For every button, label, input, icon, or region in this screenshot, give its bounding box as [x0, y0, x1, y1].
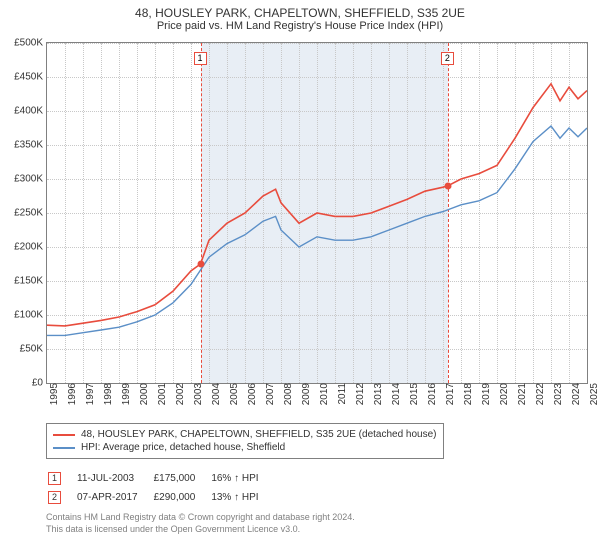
y-axis-label: £150K [14, 276, 47, 287]
plot-area: £0£50K£100K£150K£200K£250K£300K£350K£400… [46, 42, 588, 384]
x-axis-label: 1998 [101, 383, 114, 405]
y-axis-label: £300K [14, 174, 47, 185]
x-axis-label: 2019 [479, 383, 492, 405]
x-axis-label: 2015 [407, 383, 420, 405]
y-axis-label: £500K [14, 38, 47, 49]
x-axis-label: 2003 [191, 383, 204, 405]
x-axis-label: 2016 [425, 383, 438, 405]
y-axis-label: £100K [14, 310, 47, 321]
table-row: 207-APR-2017£290,00013% ↑ HPI [48, 489, 273, 506]
x-axis-label: 1999 [119, 383, 132, 405]
x-axis-label: 2011 [335, 383, 348, 405]
y-axis-label: £0 [32, 378, 47, 389]
x-axis-label: 2014 [389, 383, 402, 405]
table-row: 111-JUL-2003£175,00016% ↑ HPI [48, 470, 273, 487]
y-axis-label: £250K [14, 208, 47, 219]
y-axis-label: £450K [14, 72, 47, 83]
x-axis-label: 2022 [533, 383, 546, 405]
x-axis-label: 2001 [155, 383, 168, 405]
y-axis-label: £200K [14, 242, 47, 253]
chart-title: 48, HOUSLEY PARK, CHAPELTOWN, SHEFFIELD,… [0, 0, 600, 20]
marker-label: 2 [441, 52, 454, 65]
chart-container: 48, HOUSLEY PARK, CHAPELTOWN, SHEFFIELD,… [0, 0, 600, 560]
footer-line-1: Contains HM Land Registry data © Crown c… [46, 512, 355, 524]
data-point-marker [197, 261, 204, 268]
x-axis-label: 2009 [299, 383, 312, 405]
x-axis-label: 2020 [497, 383, 510, 405]
x-axis-label: 2008 [281, 383, 294, 405]
x-axis-label: 2010 [317, 383, 330, 405]
x-axis-label: 2002 [173, 383, 186, 405]
chart-subtitle: Price paid vs. HM Land Registry's House … [0, 20, 600, 36]
marker-label: 1 [194, 52, 207, 65]
x-axis-label: 2007 [263, 383, 276, 405]
footer-line-2: This data is licensed under the Open Gov… [46, 524, 355, 536]
data-point-marker [444, 182, 451, 189]
x-axis-label: 2000 [137, 383, 150, 405]
x-axis-label: 2018 [461, 383, 474, 405]
legend-item: 48, HOUSLEY PARK, CHAPELTOWN, SHEFFIELD,… [53, 428, 437, 441]
y-axis-label: £50K [20, 344, 47, 355]
x-axis-label: 1997 [83, 383, 96, 405]
y-axis-label: £400K [14, 106, 47, 117]
x-axis-label: 2023 [551, 383, 564, 405]
x-axis-label: 2024 [569, 383, 582, 405]
x-axis-label: 2005 [227, 383, 240, 405]
x-axis-label: 2006 [245, 383, 258, 405]
footer-text: Contains HM Land Registry data © Crown c… [46, 512, 355, 535]
x-axis-label: 2004 [209, 383, 222, 405]
legend-item: HPI: Average price, detached house, Shef… [53, 441, 437, 454]
x-axis-label: 1996 [65, 383, 78, 405]
legend: 48, HOUSLEY PARK, CHAPELTOWN, SHEFFIELD,… [46, 423, 444, 459]
x-axis-label: 2013 [371, 383, 384, 405]
x-axis-label: 1995 [47, 383, 60, 405]
x-axis-label: 2025 [587, 383, 600, 405]
y-axis-label: £350K [14, 140, 47, 151]
x-axis-label: 2017 [443, 383, 456, 405]
x-axis-label: 2021 [515, 383, 528, 405]
x-axis-label: 2012 [353, 383, 366, 405]
transaction-table: 111-JUL-2003£175,00016% ↑ HPI 207-APR-201… [46, 468, 275, 508]
